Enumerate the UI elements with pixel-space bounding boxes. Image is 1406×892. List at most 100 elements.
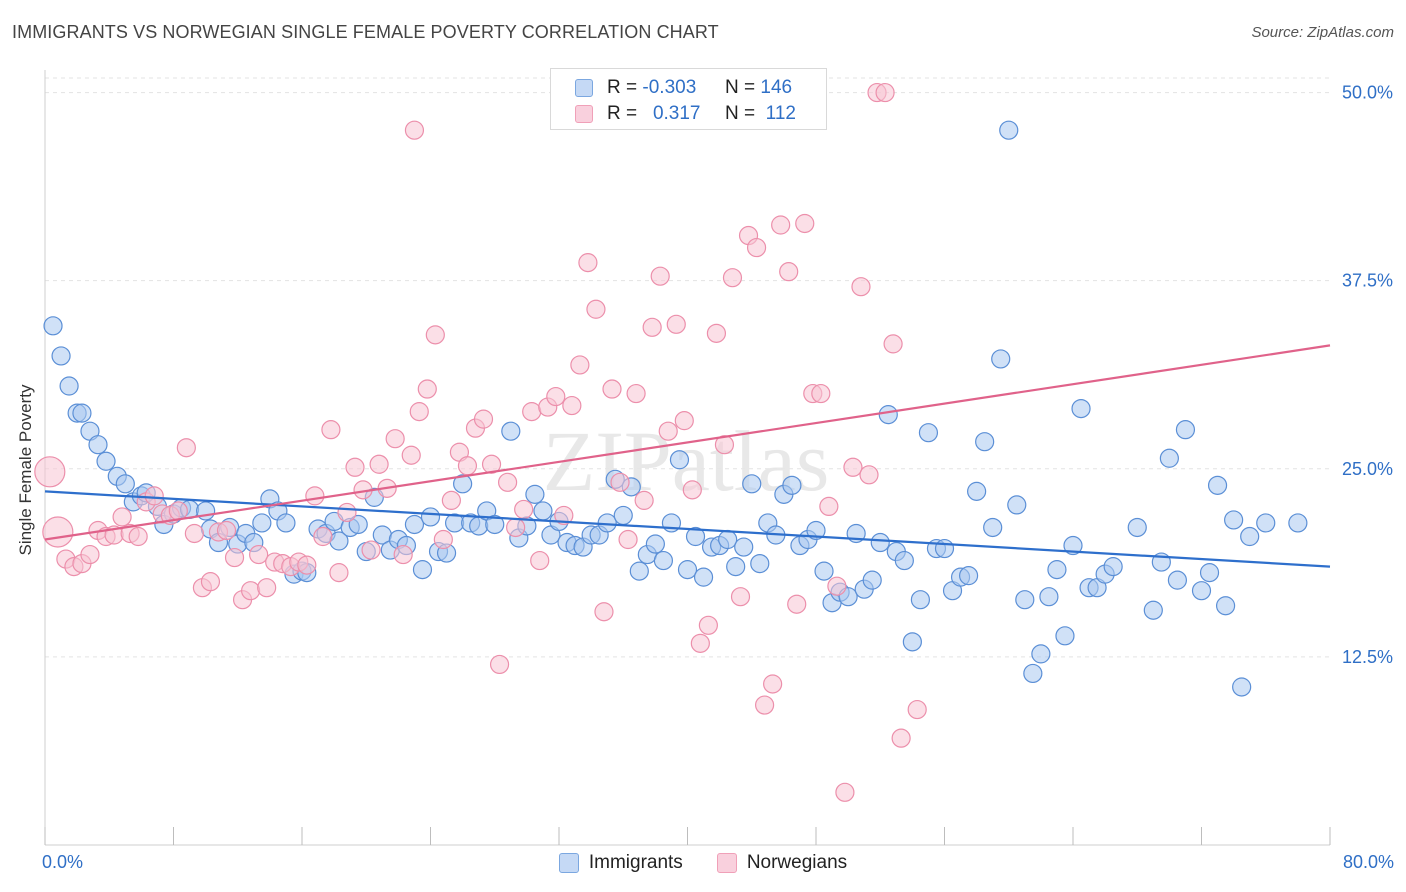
norwegians-point bbox=[586, 299, 606, 319]
norwegians-point bbox=[722, 268, 743, 288]
norwegians-point bbox=[176, 438, 196, 458]
y-axis-label: Single Female Poverty bbox=[16, 384, 35, 556]
norwegians-trend-line bbox=[44, 344, 1331, 541]
norwegians-point bbox=[795, 213, 815, 234]
immigrants-point bbox=[420, 507, 441, 527]
immigrants-point bbox=[1007, 495, 1027, 515]
norwegians-point bbox=[489, 654, 510, 675]
y-tick-label-0: 12.5% bbox=[1342, 647, 1393, 667]
immigrants-point bbox=[252, 513, 272, 533]
immigrants-point bbox=[1288, 513, 1308, 533]
norwegians-point bbox=[514, 499, 534, 520]
immigrants-point bbox=[902, 632, 922, 652]
immigrants-point bbox=[1207, 475, 1228, 495]
immigrants-point bbox=[734, 537, 754, 557]
norwegians-point bbox=[787, 594, 807, 614]
norwegians-point bbox=[409, 402, 429, 422]
immigrants-point bbox=[412, 560, 433, 580]
norwegians-point bbox=[361, 540, 381, 560]
norwegians-point bbox=[843, 457, 863, 477]
immigrants-point bbox=[1039, 587, 1059, 607]
norwegians-point bbox=[337, 502, 357, 523]
norwegians-point bbox=[313, 526, 333, 547]
norwegians-point bbox=[819, 496, 839, 517]
correlation-legend: R = -0.303 N = 146 R = 0.317 N = 112 bbox=[550, 68, 827, 130]
norwegians-point bbox=[112, 507, 132, 527]
norwegians-point bbox=[530, 550, 550, 571]
immigrants-point bbox=[1191, 581, 1212, 601]
immigrants-point bbox=[115, 474, 135, 494]
immigrants-point bbox=[1175, 420, 1196, 440]
norwegians-point bbox=[42, 516, 74, 548]
immigrants-point bbox=[348, 514, 368, 535]
norwegians-point bbox=[224, 547, 245, 568]
norwegians-point bbox=[498, 472, 518, 492]
norwegians-point bbox=[385, 429, 405, 449]
norwegians-point bbox=[754, 695, 775, 715]
norwegians-point bbox=[168, 501, 188, 521]
immigrants-point bbox=[806, 520, 826, 541]
immigrants-point bbox=[782, 475, 802, 495]
norwegians-point bbox=[626, 383, 646, 404]
norwegians-point bbox=[393, 544, 413, 565]
immigrants-point bbox=[501, 421, 521, 441]
norwegians-point bbox=[730, 587, 751, 607]
norwegians-point bbox=[257, 578, 277, 598]
norwegians-point bbox=[690, 633, 710, 653]
immigrants-point bbox=[404, 514, 425, 535]
norwegians-point bbox=[506, 517, 526, 538]
norwegians-point bbox=[216, 520, 237, 541]
norwegians-point bbox=[859, 465, 879, 485]
norwegians-point bbox=[441, 490, 461, 510]
norwegians-point bbox=[907, 699, 927, 720]
immigrants-point bbox=[693, 567, 714, 587]
immigrants-point bbox=[525, 484, 545, 504]
norwegians-point bbox=[522, 402, 542, 422]
norwegians-swatch bbox=[575, 105, 593, 123]
norwegians-point bbox=[425, 325, 445, 345]
immigrants-point bbox=[88, 435, 108, 455]
immigrants-point bbox=[43, 316, 63, 336]
immigrants-point bbox=[51, 346, 71, 366]
immigrants-point bbox=[1215, 596, 1236, 616]
norwegians-point bbox=[698, 615, 718, 635]
norwegians-point bbox=[554, 505, 574, 526]
norwegians-point bbox=[706, 323, 727, 343]
immigrants-point bbox=[862, 570, 882, 590]
norwegians-point bbox=[473, 409, 494, 429]
chart-title: IMMIGRANTS VS NORWEGIAN SINGLE FEMALE PO… bbox=[12, 22, 719, 42]
norwegians-point bbox=[827, 576, 847, 596]
immigrants-point bbox=[533, 501, 553, 521]
norwegians-point bbox=[241, 581, 261, 601]
immigrants-point bbox=[934, 538, 955, 559]
norwegians-point bbox=[674, 411, 694, 431]
immigrants-point bbox=[1103, 557, 1123, 577]
norwegians-point bbox=[746, 237, 767, 258]
norwegians-point bbox=[433, 529, 453, 550]
immigrants-points bbox=[43, 120, 1308, 697]
immigrants-legend-swatch bbox=[558, 853, 579, 873]
norwegians-point bbox=[184, 523, 204, 544]
legend-row-norwegians: R = 0.317 N = 112 bbox=[575, 102, 796, 126]
norwegians-point bbox=[714, 435, 735, 455]
norwegians-point bbox=[562, 395, 582, 416]
immigrants-point bbox=[1127, 517, 1147, 538]
immigrants-point bbox=[894, 550, 914, 571]
norwegians-point bbox=[249, 544, 269, 565]
norwegians-point bbox=[666, 314, 686, 334]
immigrants-point bbox=[1015, 590, 1035, 610]
norwegians-point bbox=[80, 544, 100, 565]
norwegians-point bbox=[851, 277, 871, 297]
immigrants-point bbox=[453, 474, 473, 494]
immigrants-point bbox=[1199, 563, 1220, 583]
x-tick-label-max: 80.0% bbox=[1342, 852, 1394, 872]
norwegians-point bbox=[642, 317, 662, 337]
immigrants-point bbox=[1232, 677, 1252, 697]
norwegians-point bbox=[200, 572, 221, 592]
norwegians-point bbox=[34, 456, 66, 488]
norwegians-point bbox=[610, 472, 630, 492]
immigrants-point bbox=[1071, 398, 1091, 419]
immigrants-point bbox=[276, 513, 296, 533]
norwegians-point bbox=[457, 456, 478, 476]
